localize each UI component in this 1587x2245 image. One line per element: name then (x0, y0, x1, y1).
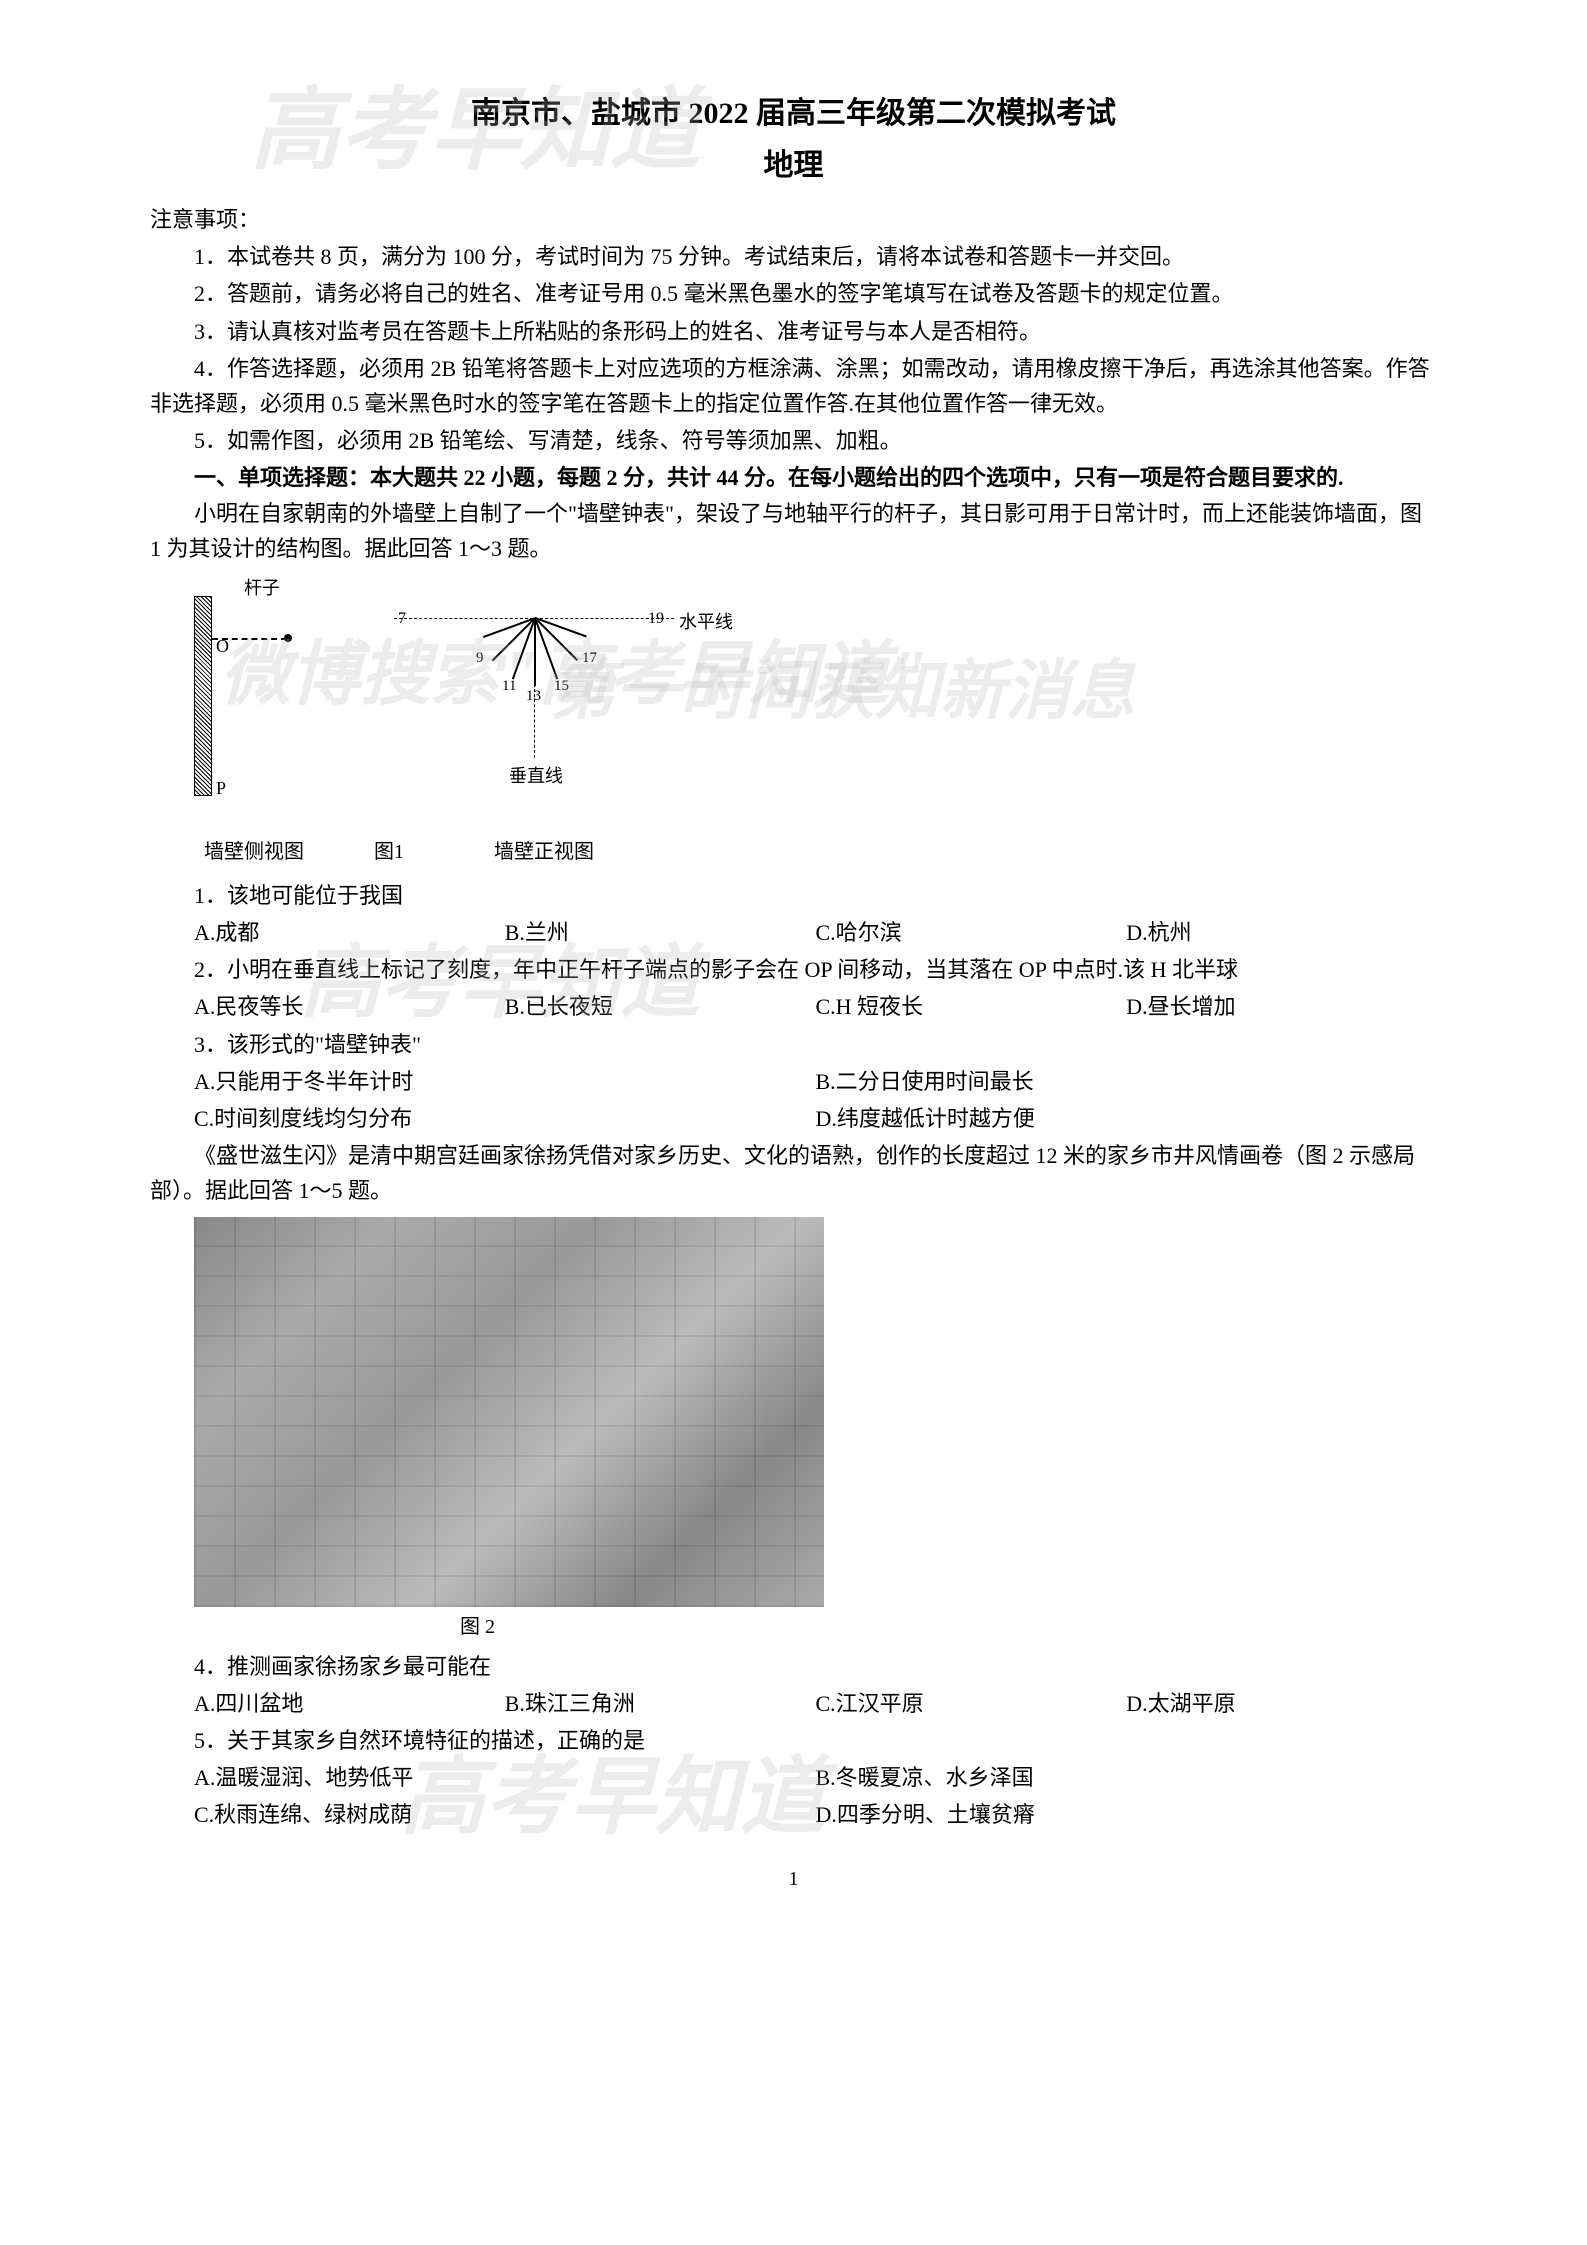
option-a: A.成都 (194, 915, 505, 950)
notice-item: 2．答题前，请务必将自己的姓名、准考证号用 0.5 毫米黑色墨水的签字笔填写在试… (150, 276, 1437, 311)
option-b: B.已长夜短 (505, 989, 816, 1024)
question-stem: 5．关于其家乡自然环境特征的描述，正确的是 (150, 1723, 1437, 1758)
option-a: A.温暖湿润、地势低平 (194, 1760, 816, 1795)
notice-item: 1．本试卷共 8 页，满分为 100 分，考试时间为 75 分钟。考试结束后，请… (150, 239, 1437, 274)
question-context: 《盛世滋生闪》是清中期宫廷画家徐扬凭借对家乡历史、文化的语熟，创作的长度超过 1… (150, 1138, 1437, 1208)
question-stem: 2．小明在垂直线上标记了刻度，年中正午杆子端点的影子会在 OP 间移动，当其落在… (150, 952, 1437, 987)
exam-subject: 地理 (150, 142, 1437, 190)
question-options: A.成都 B.兰州 C.哈尔滨 D.杭州 (150, 915, 1437, 950)
option-d: D.四季分明、土壤贫瘠 (816, 1797, 1438, 1832)
option-c: C.江汉平原 (816, 1686, 1127, 1721)
question-options: C.秋雨连绵、绿树成荫 D.四季分明、土壤贫瘠 (150, 1797, 1437, 1832)
o-label: O (216, 632, 229, 661)
notice-heading: 注意事项： (150, 202, 1437, 237)
notice-item: 3．请认真核对监考员在答题卡上所粘贴的条形码上的姓名、准考证号与本人是否相符。 (150, 314, 1437, 349)
question-stem: 4．推测画家徐扬家乡最可能在 (150, 1649, 1437, 1684)
option-d: D.杭州 (1126, 915, 1437, 950)
wall-front-view: 水平线 垂直线 7 19 9 11 13 15 17 (414, 576, 764, 816)
question-options: A.只能用于冬半年计时 B.二分日使用时间最长 (150, 1064, 1437, 1099)
section-heading: 一、单项选择题：本大题共 22 小题，每题 2 分，共计 44 分。在每小题给出… (150, 460, 1437, 495)
question-options: C.时间刻度线均匀分布 D.纬度越低计时越方便 (150, 1101, 1437, 1136)
front-caption: 墙壁正视图 (494, 836, 594, 868)
figure-2-image (194, 1217, 824, 1607)
page-number: 1 (150, 1863, 1437, 1895)
option-d: D.太湖平原 (1126, 1686, 1437, 1721)
hour-7: 7 (398, 606, 406, 632)
notice-item: 4．作答选择题，必须用 2B 铅笔将答题卡上对应选项的方框涂满、涂黑；如需改动，… (150, 351, 1437, 421)
p-label: P (216, 774, 226, 803)
vertical-label: 垂直线 (509, 762, 563, 791)
option-b: B.二分日使用时间最长 (816, 1064, 1438, 1099)
fig1-number: 图1 (374, 836, 494, 868)
horizon-label: 水平线 (679, 608, 733, 637)
question-options: A.四川盆地 B.珠江三角洲 C.江汉平原 D.太湖平原 (150, 1686, 1437, 1721)
option-a: A.民夜等长 (194, 989, 505, 1024)
option-d: D.纬度越低计时越方便 (816, 1101, 1438, 1136)
side-caption: 墙壁侧视图 (194, 836, 374, 868)
question-context: 小明在自家朝南的外墙壁上自制了一个"墙壁钟表"，架设了与地轴平行的杆子，其日影可… (150, 496, 1437, 566)
wall-side-view: 杆子 O P (194, 576, 374, 816)
option-b: B.冬暖夏凉、水乡泽国 (816, 1760, 1438, 1795)
notice-item: 5．如需作图，必须用 2B 铅笔绘、写清楚，线条、符号等须加黑、加粗。 (150, 423, 1437, 458)
option-c: C.时间刻度线均匀分布 (194, 1101, 816, 1136)
fig2-caption: 图 2 (150, 1611, 1437, 1643)
option-c: C.H 短夜长 (816, 989, 1127, 1024)
option-c: C.秋雨连绵、绿树成荫 (194, 1797, 816, 1832)
hour-17: 17 (582, 646, 597, 670)
question-stem: 1．该地可能位于我国 (150, 878, 1437, 913)
hour-15: 15 (554, 674, 569, 698)
figure-1: 杆子 O P 水平线 垂直线 7 19 9 11 13 15 17 墙壁侧视图 … (194, 576, 1437, 868)
question-options: A.民夜等长 B.已长夜短 C.H 短夜长 D.昼长增加 (150, 989, 1437, 1024)
question-stem: 3．该形式的"墙壁钟表" (150, 1027, 1437, 1062)
option-a: A.只能用于冬半年计时 (194, 1064, 816, 1099)
hour-19: 19 (648, 606, 664, 632)
pole-label: 杆子 (244, 574, 280, 603)
option-d: D.昼长增加 (1126, 989, 1437, 1024)
hour-9: 9 (476, 646, 484, 670)
question-options: A.温暖湿润、地势低平 B.冬暖夏凉、水乡泽国 (150, 1760, 1437, 1795)
option-b: B.兰州 (505, 915, 816, 950)
option-a: A.四川盆地 (194, 1686, 505, 1721)
hour-11: 11 (502, 674, 516, 698)
exam-title: 南京市、盐城市 2022 届高三年级第二次模拟考试 (150, 90, 1437, 138)
option-b: B.珠江三角洲 (505, 1686, 816, 1721)
hour-13: 13 (526, 684, 541, 708)
option-c: C.哈尔滨 (816, 915, 1127, 950)
